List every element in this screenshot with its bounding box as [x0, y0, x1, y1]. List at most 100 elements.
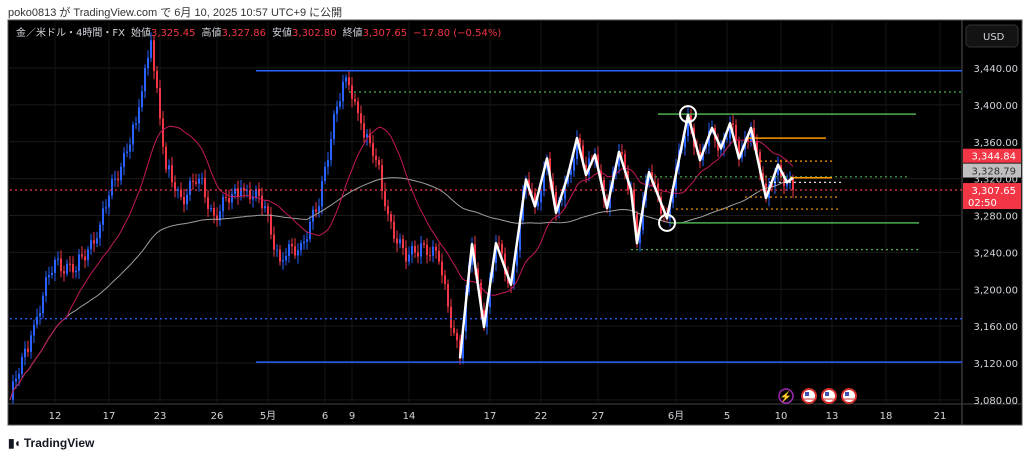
candle-body	[765, 183, 767, 199]
candle	[300, 240, 302, 256]
candle-body	[78, 254, 80, 271]
candle-body	[207, 197, 209, 209]
legend-close: 3,307.65	[363, 28, 408, 39]
currency-button-label[interactable]: USD	[983, 32, 1005, 43]
candle-body	[261, 195, 263, 209]
candle-body	[69, 263, 71, 265]
candle-body	[366, 133, 368, 138]
candle	[621, 144, 623, 159]
candle-body	[726, 138, 728, 140]
candle	[378, 156, 380, 170]
candle	[21, 353, 23, 379]
x-tick-label: 13	[826, 411, 839, 422]
candle	[315, 202, 317, 218]
lightning-event-icon[interactable]	[778, 388, 794, 404]
price-label-bg	[963, 148, 1021, 163]
candle-body	[180, 189, 182, 198]
candle	[54, 256, 56, 282]
candle-body	[141, 91, 143, 108]
candle	[126, 143, 128, 158]
legend-high-label: 高値	[202, 26, 222, 39]
candle	[216, 207, 218, 227]
candle	[717, 133, 719, 157]
candle-body	[363, 123, 365, 138]
candle	[375, 148, 377, 168]
candle	[105, 199, 107, 214]
candle-body	[783, 176, 785, 186]
candle-body	[657, 183, 659, 197]
legend-close-label: 終値	[343, 26, 363, 39]
candle-body	[57, 258, 59, 260]
candle	[432, 240, 434, 263]
candle-body	[33, 324, 35, 336]
candle	[219, 204, 221, 226]
circle-marker[interactable]	[679, 105, 697, 124]
candle	[273, 226, 275, 257]
candle	[750, 122, 752, 147]
candle-body	[732, 123, 734, 125]
candle-body	[411, 245, 413, 255]
candle-body	[456, 332, 458, 341]
candle-body	[792, 178, 794, 191]
candle-body	[45, 277, 47, 296]
x-tick-label: 22	[535, 411, 548, 422]
candle	[495, 235, 497, 272]
candle	[63, 265, 65, 282]
candle	[729, 116, 731, 146]
candle	[102, 201, 104, 232]
candle	[306, 230, 308, 250]
candle	[738, 136, 740, 167]
candle-body	[171, 165, 173, 183]
candle-body	[216, 215, 218, 221]
candle-body	[390, 214, 392, 222]
candle	[132, 121, 134, 152]
candle	[78, 248, 80, 279]
candle	[309, 215, 311, 243]
candle-body	[126, 151, 128, 153]
candle-body	[177, 189, 179, 191]
x-tick-label: 26	[211, 411, 224, 422]
candle-body	[354, 99, 356, 102]
candle-body	[333, 114, 335, 140]
ohlc-legend: 金／米ドル・4時間・FX 始値3,325.45 高値3,327.86 安値3,302.…	[16, 26, 501, 39]
candle-body	[288, 244, 290, 256]
chart-pane[interactable]	[8, 22, 962, 404]
candle	[162, 110, 164, 155]
candle	[153, 35, 155, 80]
candle	[183, 188, 185, 213]
candle-body	[552, 181, 554, 193]
candle-body	[24, 348, 26, 358]
candle-body	[786, 182, 788, 186]
y-tick-label: 3,440.00	[973, 64, 1018, 75]
candle-body	[66, 263, 68, 274]
candle	[129, 137, 131, 159]
candle-body	[759, 152, 761, 174]
candle-body	[153, 40, 155, 71]
candle-body	[339, 101, 341, 107]
candle-body	[399, 239, 401, 244]
candle-body	[201, 177, 203, 179]
circle-marker[interactable]	[658, 213, 676, 232]
candle-body	[96, 238, 98, 244]
candle-body	[75, 270, 77, 273]
candle	[357, 97, 359, 121]
candle-body	[36, 316, 38, 325]
candle-body	[462, 331, 464, 359]
candle	[423, 239, 425, 249]
candle-body	[144, 68, 146, 92]
candle	[225, 189, 227, 202]
candle	[189, 176, 191, 201]
candle	[171, 156, 173, 188]
candle-body	[393, 221, 395, 239]
candle-body	[570, 170, 572, 175]
candle	[417, 244, 419, 264]
currency-button[interactable]	[965, 24, 1019, 48]
candle-body	[519, 220, 521, 251]
candle	[324, 161, 326, 184]
candle-body	[414, 245, 416, 253]
zigzag-drawing[interactable]	[458, 113, 794, 359]
legend-change: −17.80 (−0.54%)	[413, 28, 501, 39]
candle-body	[150, 40, 152, 58]
candle	[447, 279, 449, 313]
